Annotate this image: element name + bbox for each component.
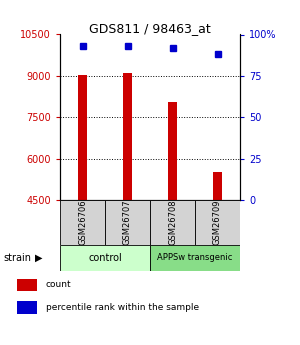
Bar xyxy=(79,75,87,200)
Bar xyxy=(169,102,176,200)
Text: ▶: ▶ xyxy=(35,253,43,263)
Bar xyxy=(60,245,150,271)
Bar xyxy=(17,279,37,291)
Text: percentile rank within the sample: percentile rank within the sample xyxy=(46,303,199,312)
Bar xyxy=(150,245,240,271)
Text: control: control xyxy=(88,253,122,263)
Text: APPSw transgenic: APPSw transgenic xyxy=(157,253,233,263)
Bar xyxy=(214,172,221,200)
Text: GSM26707: GSM26707 xyxy=(123,200,132,245)
Text: GSM26706: GSM26706 xyxy=(78,200,87,245)
Text: strain: strain xyxy=(3,253,31,263)
Text: GSM26709: GSM26709 xyxy=(213,200,222,245)
Text: GDS811 / 98463_at: GDS811 / 98463_at xyxy=(89,22,211,36)
Bar xyxy=(60,200,105,245)
Bar xyxy=(17,301,37,314)
Bar xyxy=(150,200,195,245)
Text: GSM26708: GSM26708 xyxy=(168,200,177,245)
Bar xyxy=(195,200,240,245)
Bar xyxy=(124,73,131,200)
Text: count: count xyxy=(46,280,71,289)
Bar xyxy=(105,200,150,245)
